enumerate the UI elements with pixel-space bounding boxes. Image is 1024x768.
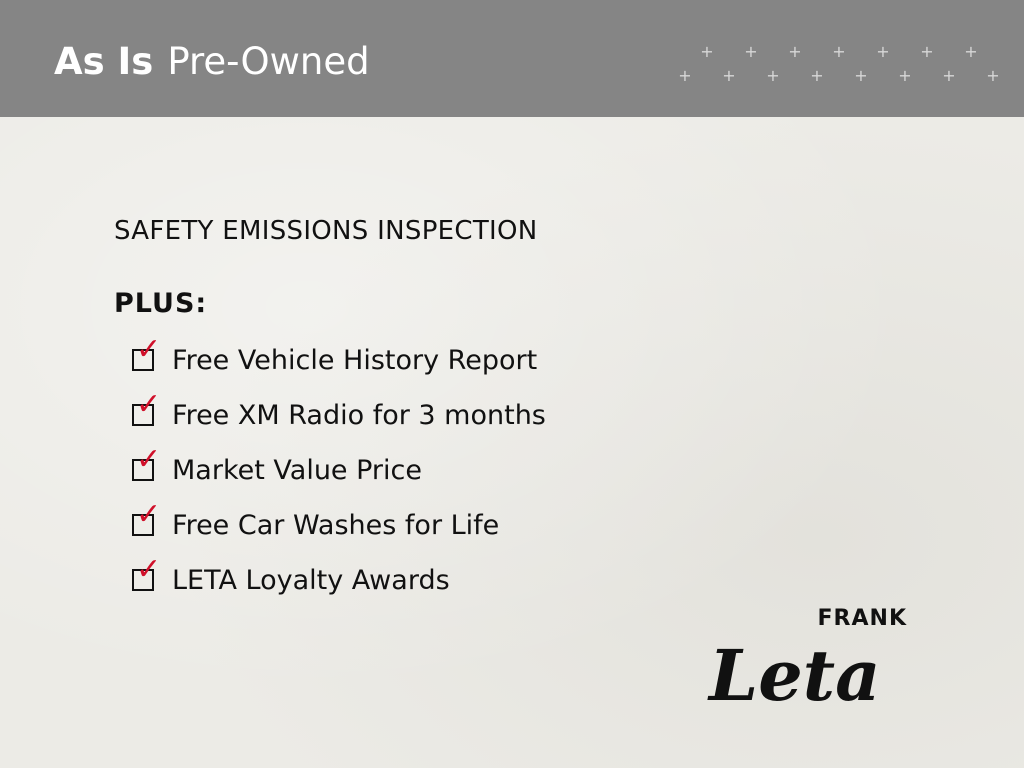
list-item-label: Free Car Washes for Life	[172, 509, 500, 541]
header-bar: As Is Pre-Owned + + + + + + + + + + + + + + +	[0, 0, 1024, 117]
list-item: ✓ Free Car Washes for Life	[132, 500, 500, 545]
checkbox-icon: ✓	[132, 555, 161, 591]
plus-icon: +	[700, 42, 714, 61]
list-item-label: Free XM Radio for 3 months	[172, 399, 546, 431]
plus-icon: +	[942, 66, 956, 85]
plus-label: PLUS:	[114, 288, 208, 319]
checkmark-icon: ✓	[136, 497, 162, 532]
checkmark-icon: ✓	[136, 332, 162, 367]
checkmark-icon: ✓	[136, 442, 162, 477]
checkbox-icon: ✓	[132, 445, 161, 481]
plus-icon: +	[854, 66, 868, 85]
plus-icon: +	[766, 66, 780, 85]
plus-icon: +	[964, 42, 978, 61]
checkbox-icon: ✓	[132, 335, 161, 371]
section-heading: SAFETY EMISSIONS INSPECTION	[114, 216, 538, 246]
plus-icon: +	[788, 42, 802, 61]
plus-icon: +	[986, 66, 1000, 85]
plus-icon: +	[832, 42, 846, 61]
checkmark-icon: ✓	[136, 387, 162, 422]
plus-icon: +	[722, 66, 736, 85]
title-bold: As Is	[54, 40, 154, 83]
plus-icon: +	[920, 42, 934, 61]
plus-icon: +	[810, 66, 824, 85]
logo-frank-text: FRANK	[817, 606, 907, 631]
page-title: As Is Pre-Owned	[54, 40, 370, 83]
plus-icon: +	[876, 42, 890, 61]
logo-leta-script: Leta	[709, 634, 881, 717]
checkmark-icon: ✓	[136, 552, 162, 587]
checkbox-icon: ✓	[132, 500, 161, 536]
plus-icon: +	[744, 42, 758, 61]
list-item: ✓ Free XM Radio for 3 months	[132, 390, 546, 435]
plus-icon: +	[898, 66, 912, 85]
list-item-label: LETA Loyalty Awards	[172, 564, 450, 596]
list-item: ✓ Free Vehicle History Report	[132, 335, 538, 380]
list-item-label: Market Value Price	[172, 454, 422, 486]
list-item: ✓ LETA Loyalty Awards	[132, 555, 450, 600]
title-rest: Pre-Owned	[167, 40, 370, 83]
list-item: ✓ Market Value Price	[132, 445, 422, 490]
plus-icon: +	[678, 66, 692, 85]
checkbox-icon: ✓	[132, 390, 161, 426]
list-item-label: Free Vehicle History Report	[172, 344, 538, 376]
frank-leta-logo: FRANK Leta	[705, 606, 915, 722]
